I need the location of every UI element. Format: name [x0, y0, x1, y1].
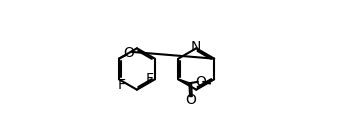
- Text: O: O: [195, 75, 206, 89]
- Text: N: N: [191, 40, 202, 54]
- Text: F: F: [146, 72, 154, 86]
- Text: O: O: [124, 46, 134, 60]
- Text: F: F: [117, 78, 125, 92]
- Text: O: O: [185, 93, 196, 107]
